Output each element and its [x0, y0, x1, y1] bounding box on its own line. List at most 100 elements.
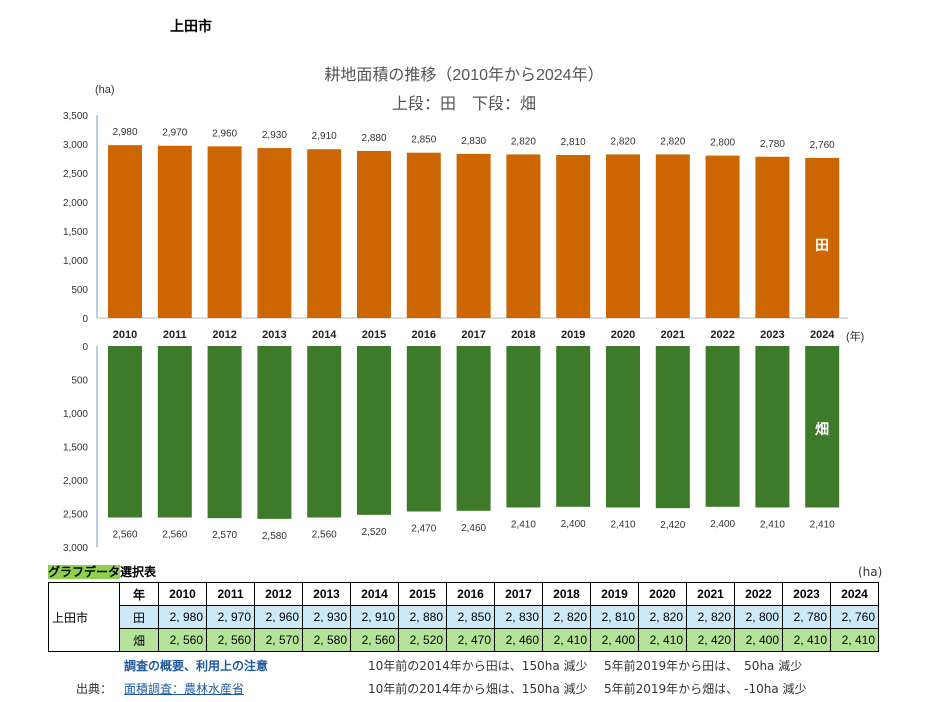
- ha-value-label: 2,560: [112, 530, 137, 541]
- ta-bar: [108, 145, 142, 318]
- x-tick-label: 2017: [461, 329, 485, 341]
- x-tick-label: 2018: [511, 329, 535, 341]
- table-row: 田 2, 980 2, 970 2, 960 2, 930 2, 910 2, 880 2, …: [49, 605, 879, 629]
- year-header-cell: 2011: [206, 582, 255, 606]
- ha-value-label: 2,420: [660, 520, 685, 531]
- ha-value-label: 2,460: [461, 523, 486, 534]
- x-tick-label: 2013: [262, 329, 286, 341]
- value-cell: 2, 820: [542, 605, 591, 629]
- y-tick-label: 3,500: [63, 111, 88, 122]
- source-link[interactable]: 面積調査：農林水産省: [124, 682, 245, 696]
- row-label: 田: [119, 605, 159, 629]
- year-header-cell: 2012: [254, 582, 303, 606]
- year-header-cell: 2022: [734, 582, 783, 606]
- x-tick-label: 2011: [163, 329, 187, 341]
- value-cell: 2, 560: [158, 628, 207, 652]
- farmland-chart: 耕地面積の推移（2010年から2024年） 上段：田 下段：畑 (ha) (年) 0 50…: [63, 66, 864, 554]
- value-cell: 2, 570: [254, 628, 303, 652]
- ta-series-label: 田: [815, 237, 829, 253]
- ta-bar: [157, 145, 192, 318]
- value-cell: 2, 880: [398, 605, 447, 629]
- ha-value-label: 2,580: [262, 531, 287, 542]
- x-tick-label: 2022: [710, 329, 734, 341]
- year-header-cell: 2015: [398, 582, 447, 606]
- y-tick-label: 2,500: [63, 169, 88, 180]
- ta-bar: [257, 148, 292, 318]
- ha-value-label: 2,560: [312, 530, 337, 541]
- y-tick-label: 1,500: [63, 227, 88, 238]
- value-cell: 2, 910: [350, 605, 399, 629]
- ha-value-label: 2,400: [710, 519, 735, 530]
- value-cell: 2, 410: [830, 628, 879, 652]
- value-cell: 2, 810: [590, 605, 639, 629]
- ta-value-label: 2,760: [810, 140, 835, 151]
- ha-value-label: 2,410: [610, 519, 635, 530]
- ta-5yr-change: 5年前2019年から田は、 50ha 減少: [604, 659, 803, 673]
- year-header: 年: [119, 582, 159, 606]
- ta-value-label: 2,970: [162, 128, 187, 139]
- year-header-cell: 2010: [158, 582, 207, 606]
- year-header-cell: 2017: [494, 582, 543, 606]
- ha-bar: [357, 346, 391, 515]
- ha-bar: [406, 346, 441, 512]
- ha-bar: [755, 346, 790, 508]
- x-tick-label: 2024: [810, 329, 835, 341]
- value-cell: 2, 980: [158, 605, 207, 629]
- value-cell: 2, 930: [302, 605, 351, 629]
- chart-subtitle: 上段：田 下段：畑: [392, 95, 536, 113]
- y-tick-label-lower: 1,500: [63, 443, 88, 454]
- y-tick-label-lower: 2,000: [63, 476, 88, 487]
- value-cell: 2, 960: [254, 605, 303, 629]
- ta-bar: [357, 150, 391, 318]
- ha-series-label: 畑: [814, 421, 829, 437]
- year-header-cell: 2023: [782, 582, 831, 606]
- ha-bar: [805, 346, 840, 508]
- y-tick-label: 1,000: [63, 256, 88, 267]
- x-tick-label: 2020: [611, 329, 635, 341]
- ha-value-label: 2,470: [411, 523, 436, 534]
- ta-value-label: 2,980: [112, 127, 137, 138]
- x-tick-label: 2016: [412, 329, 436, 341]
- year-header-cell: 2016: [446, 582, 495, 606]
- value-cell: 2, 420: [686, 628, 735, 652]
- year-header-cell: 2024: [830, 582, 879, 606]
- value-cell: 2, 780: [782, 605, 831, 629]
- year-header-cell: 2013: [302, 582, 351, 606]
- table-row: 畑 2, 560 2, 560 2, 570 2, 580 2, 560 2, 520 2, …: [49, 628, 879, 652]
- y-tick-label: 3,000: [63, 140, 88, 151]
- y-tick-label-lower: 2,500: [63, 510, 88, 521]
- ha-bar: [506, 346, 541, 508]
- ta-value-label: 2,960: [212, 128, 237, 139]
- ta-value-label: 2,820: [511, 136, 536, 147]
- table-title: グラフデータ選択表: [48, 565, 157, 579]
- survey-notes-link[interactable]: 調査の概要、利用上の注意: [124, 659, 269, 673]
- ta-bar: [755, 156, 790, 318]
- ta-value-label: 2,910: [312, 131, 337, 142]
- y-axis-unit: (ha): [95, 84, 115, 96]
- x-axis-unit: (年): [846, 329, 864, 343]
- ha-bar: [108, 346, 142, 518]
- ta-bar: [805, 157, 840, 318]
- chart-title: 耕地面積の推移（2010年から2024年）: [324, 66, 603, 84]
- value-cell: 2, 850: [446, 605, 495, 629]
- ta-value-label: 2,800: [710, 138, 735, 149]
- ta-10yr-change: 10年前の2014年から田は、150ha 減少: [368, 659, 588, 673]
- ha-value-label: 2,400: [561, 519, 586, 530]
- value-cell: 2, 470: [446, 628, 495, 652]
- x-tick-label: 2019: [561, 329, 585, 341]
- value-cell: 2, 560: [350, 628, 399, 652]
- x-tick-label: 2021: [661, 329, 685, 341]
- ta-value-label: 2,810: [561, 137, 586, 148]
- ta-bar: [556, 155, 591, 318]
- x-tick-label: 2015: [362, 329, 386, 341]
- y-tick-label-lower: 500: [71, 376, 88, 387]
- table-unit: (ha): [858, 565, 883, 579]
- ha-bar: [705, 346, 740, 507]
- ta-bar: [456, 153, 491, 318]
- ha-value-label: 2,560: [162, 530, 187, 541]
- ta-bar: [705, 155, 740, 318]
- x-tick-label: 2014: [312, 329, 337, 341]
- ha-bar: [157, 346, 192, 518]
- ha-bar: [556, 346, 591, 507]
